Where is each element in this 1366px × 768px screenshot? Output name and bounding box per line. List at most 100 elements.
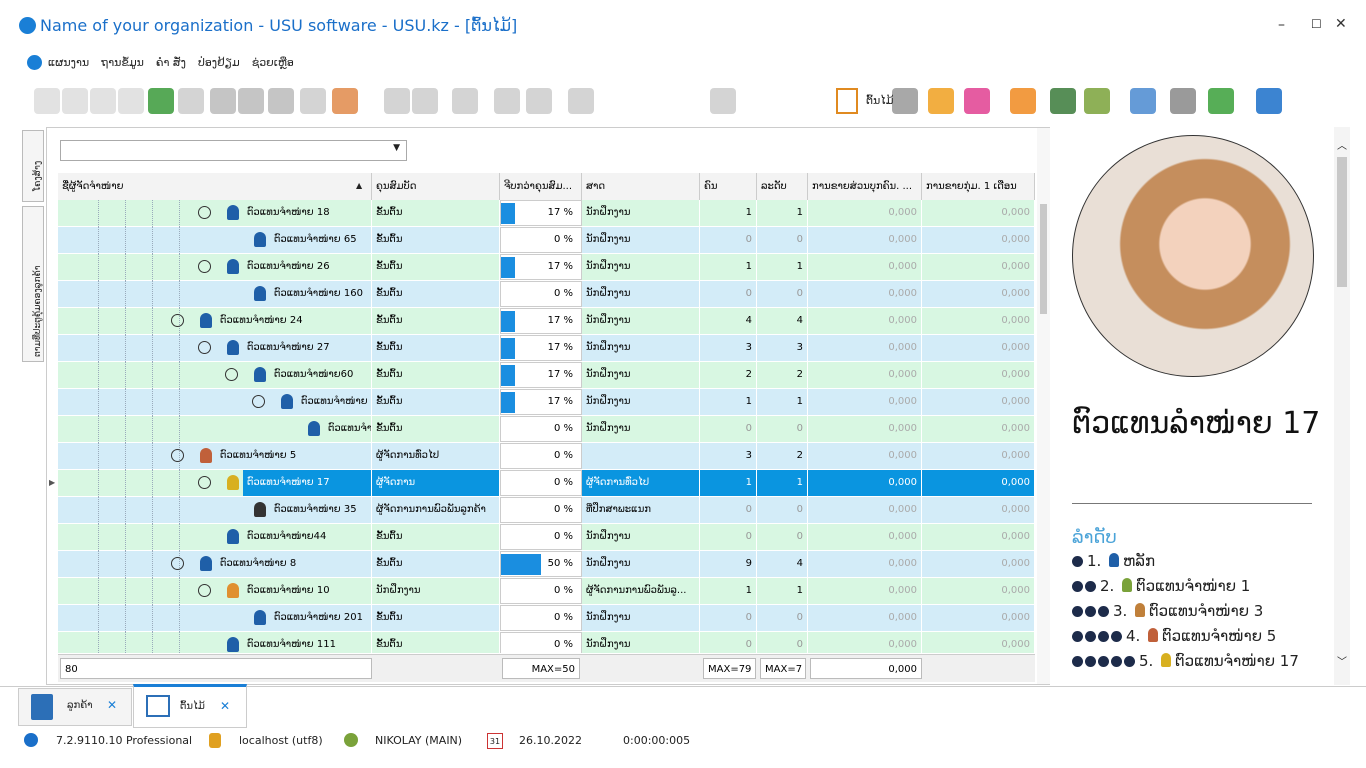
cell-name: ຕົວແທນຈຳໜ່າຍ 18 <box>243 200 372 226</box>
expander[interactable] <box>252 395 265 408</box>
toolbar-button[interactable] <box>1050 88 1076 114</box>
maximize[interactable]: ☐ <box>1311 17 1322 31</box>
cell-sales-group: 0,000 <box>922 632 1035 653</box>
expander[interactable] <box>171 449 184 462</box>
grid-row[interactable]: ຕົວແທນຈຳໜ່າຍ 17ຜູ້ຈັດການ0 %ຜູ້ຈັດການທົ່ວ… <box>58 470 1035 497</box>
grid-row[interactable]: ຕົວແທນຈຳໜ່າຍ 111ຂັ້ນຕົ້ນ0 %ນັກຝຶກງານ000,… <box>58 632 1035 653</box>
toolbar-button[interactable] <box>494 88 520 114</box>
toolbar-button[interactable] <box>268 88 294 114</box>
menu-item[interactable]: ແຜນງານ <box>48 56 89 69</box>
toolbar-button[interactable] <box>1170 88 1196 114</box>
tab-close[interactable]: ✕ <box>220 699 230 713</box>
detail-panel: ຕົວແທນລຳໜ່າຍ 17 ລຳດັບ 1.ຫລັກ2.ຕົວແທນຈຳໜ່… <box>1058 127 1350 685</box>
expander[interactable] <box>198 341 211 354</box>
toolbar-button[interactable] <box>90 88 116 114</box>
grid-row[interactable]: ຕົວແທນຈຳໜ່າຍ 160ຂັ້ນຕົ້ນ0 %ນັກຝຶກງານ000,… <box>58 281 1035 308</box>
grid-row[interactable]: ຕົວແທນຈຳໜ່າຍ60ຂັ້ນຕົ້ນ17 %ນັກຝຶກງານ220,0… <box>58 362 1035 389</box>
toolbar-button[interactable] <box>62 88 88 114</box>
grid-row[interactable]: ຕົວແທນຈຳໜ່າຍ 236ຂັ້ນຕົ້ນ17 %ນັກຝຶກງານ110… <box>58 389 1035 416</box>
grid-row[interactable]: ຕົວແທນຈຳໜ່າຍ 8ຂັ້ນຕົ້ນ50 %ນັກຝຶກງານ940,0… <box>58 551 1035 578</box>
grid-body: ຕົວແທນຈຳໜ່າຍ 18ຂັ້ນຕົ້ນ17 %ນັກຝຶກງານ110,… <box>58 200 1035 653</box>
column-header[interactable]: ຊື່ຜູ້ຈັດຈຳໜ່າຍ <box>58 173 372 200</box>
toolbar-button[interactable] <box>710 88 736 114</box>
expander[interactable] <box>198 206 211 219</box>
column-header[interactable]: ຈີບກວ່າຄຸນສົມ... <box>500 173 582 200</box>
toolbar-button[interactable] <box>526 88 552 114</box>
scroll-up[interactable]: ︿ <box>1337 137 1347 152</box>
expander[interactable] <box>225 368 238 381</box>
column-header[interactable]: ສາດ <box>582 173 700 200</box>
menu-item[interactable]: ຊ່ວຍເຫຼືອ <box>252 56 294 69</box>
toolbar-button[interactable] <box>118 88 144 114</box>
tab[interactable]: ຕົ້ນໄມ້ ✕ <box>133 684 247 728</box>
toolbar-button[interactable] <box>452 88 478 114</box>
column-header[interactable]: ຄຸນສົມບັດ <box>372 173 500 200</box>
grid-row[interactable]: ຕົວແທນຈຳໜ່າຍ 24ຂັ້ນຕົ້ນ17 %ນັກຝຶກງານ440,… <box>58 308 1035 335</box>
expander[interactable] <box>198 476 211 489</box>
grid-row[interactable]: ຕົວແທນຈຳໜ່າຍ 5ຜູ້ຈັດການທົ່ວໄປ0 %320,0000… <box>58 443 1035 470</box>
menu-item[interactable]: ປ່ອງຢ້ຽມ <box>198 56 240 69</box>
grid-row[interactable]: ຕົວແທນຈຳໜ່າຍ 65ຂັ້ນຕົ້ນ0 %ນັກຝຶກງານ000,0… <box>58 227 1035 254</box>
toolbar-button[interactable] <box>1208 88 1234 114</box>
toolbar-button[interactable] <box>1084 88 1110 114</box>
toolbar-button[interactable] <box>568 88 594 114</box>
tab[interactable]: ລູກຄ້າ ✕ <box>18 688 132 726</box>
grid-row[interactable]: ຕົວແທນຈຳໜ່າຍ 27ຂັ້ນຕົ້ນ17 %ນັກຝຶກງານ330,… <box>58 335 1035 362</box>
grid-row[interactable]: ຕົວແທນຈຳໜ່າຍ44ຂັ້ນຕົ້ນ0 %ນັກຝຶກງານ000,00… <box>58 524 1035 551</box>
toolbar-button[interactable] <box>148 88 174 114</box>
side-tab[interactable]: ໂຄງສ້າງ <box>22 130 44 202</box>
toolbar-button[interactable] <box>1256 88 1282 114</box>
toolbar-button[interactable] <box>332 88 358 114</box>
side-tab[interactable]: ຕາມທີ່ປະຕູຄຸ້ມຄອງລູກຄ້າ <box>22 206 44 362</box>
toolbar-button[interactable] <box>384 88 410 114</box>
toolbar-button[interactable] <box>178 88 204 114</box>
cell-level: 1 <box>757 254 808 280</box>
toolbar-button[interactable] <box>964 88 990 114</box>
cell-level: 0 <box>757 605 808 631</box>
row-icon <box>254 367 266 382</box>
scroll-thumb[interactable] <box>1337 157 1347 287</box>
panel-scrollbar[interactable]: ︿ ﹀ <box>1334 127 1350 685</box>
toolbar-button[interactable] <box>300 88 326 114</box>
toolbar-button[interactable] <box>892 88 918 114</box>
grid-row[interactable]: ຕົວແທນຈຳໜ່າຍ 18ຂັ້ນຕົ້ນ17 %ນັກຝຶກງານ110,… <box>58 200 1035 227</box>
search-box[interactable]: ▼ <box>60 140 407 161</box>
tab-close[interactable]: ✕ <box>107 698 117 712</box>
toolbar-button[interactable] <box>1130 88 1156 114</box>
grid-row[interactable]: ຕົວແທນຈຳໜ່າຍ 10ນັກຝຶກງານ0 %ຜູ້ຈັດການການພ… <box>58 578 1035 605</box>
grid-row[interactable]: ຕົວແທນຈຳໜ່າຍ 201ຂັ້ນຕົ້ນ0 %ນັກຝຶກງານ000,… <box>58 605 1035 632</box>
cell-sales-group: 0,000 <box>922 605 1035 631</box>
toolbar-button[interactable] <box>1010 88 1036 114</box>
cell-role: ນັກຝຶກງານ <box>582 389 700 415</box>
expander[interactable] <box>171 314 184 327</box>
column-header[interactable]: ຄົນ <box>700 173 757 200</box>
column-header[interactable]: ລະດັບ <box>757 173 808 200</box>
grid-row[interactable]: ຕົວແທນຈຳໜ່າຍ 35ຜູ້ຈັດການການພົວພັນລູກຄ້າ0… <box>58 497 1035 524</box>
toolbar-button[interactable] <box>210 88 236 114</box>
grid-row[interactable]: ຕົວແທນຈຳໜ່າຍ 26ຂັ້ນຕົ້ນ17 %ນັກຝຶກງານ110,… <box>58 254 1035 281</box>
menu-item[interactable]: ຄຳ ສັ່ງ <box>156 56 186 69</box>
toolbar-button[interactable] <box>412 88 438 114</box>
grid-row[interactable]: ຕົວແທນຈຳ...ຂັ້ນຕົ້ນ0 %ນັກຝຶກງານ000,0000,… <box>58 416 1035 443</box>
scroll-down[interactable]: ﹀ <box>1337 653 1347 668</box>
toolbar-button[interactable] <box>238 88 264 114</box>
tree-guide <box>98 605 99 632</box>
cell-progress: 0 % <box>500 497 582 523</box>
vertical-scrollbar[interactable] <box>1037 128 1050 684</box>
menu-item[interactable]: ຖານຂໍ້ມູນ <box>101 56 144 69</box>
minimize[interactable]: – <box>1278 17 1285 33</box>
dropdown-arrow[interactable]: ▼ <box>393 143 400 153</box>
tree-guide <box>125 227 126 254</box>
column-header[interactable]: ການຂາຍສ່ວນບຸກຄົນ. ... <box>808 173 922 200</box>
scroll-thumb[interactable] <box>1040 204 1047 314</box>
toolbar-button[interactable] <box>34 88 60 114</box>
toolbar-button[interactable] <box>836 88 858 114</box>
expander[interactable] <box>198 584 211 597</box>
expander[interactable] <box>171 557 184 570</box>
expander[interactable] <box>198 260 211 273</box>
toolbar-button[interactable] <box>928 88 954 114</box>
column-header[interactable]: ການຂາຍກຸ່ມ. 1 ເດືອນ <box>922 173 1035 200</box>
close[interactable]: ✕ <box>1335 16 1347 32</box>
cell-progress: 17 % <box>500 308 582 334</box>
cell-sales-personal: 0,000 <box>808 551 922 577</box>
